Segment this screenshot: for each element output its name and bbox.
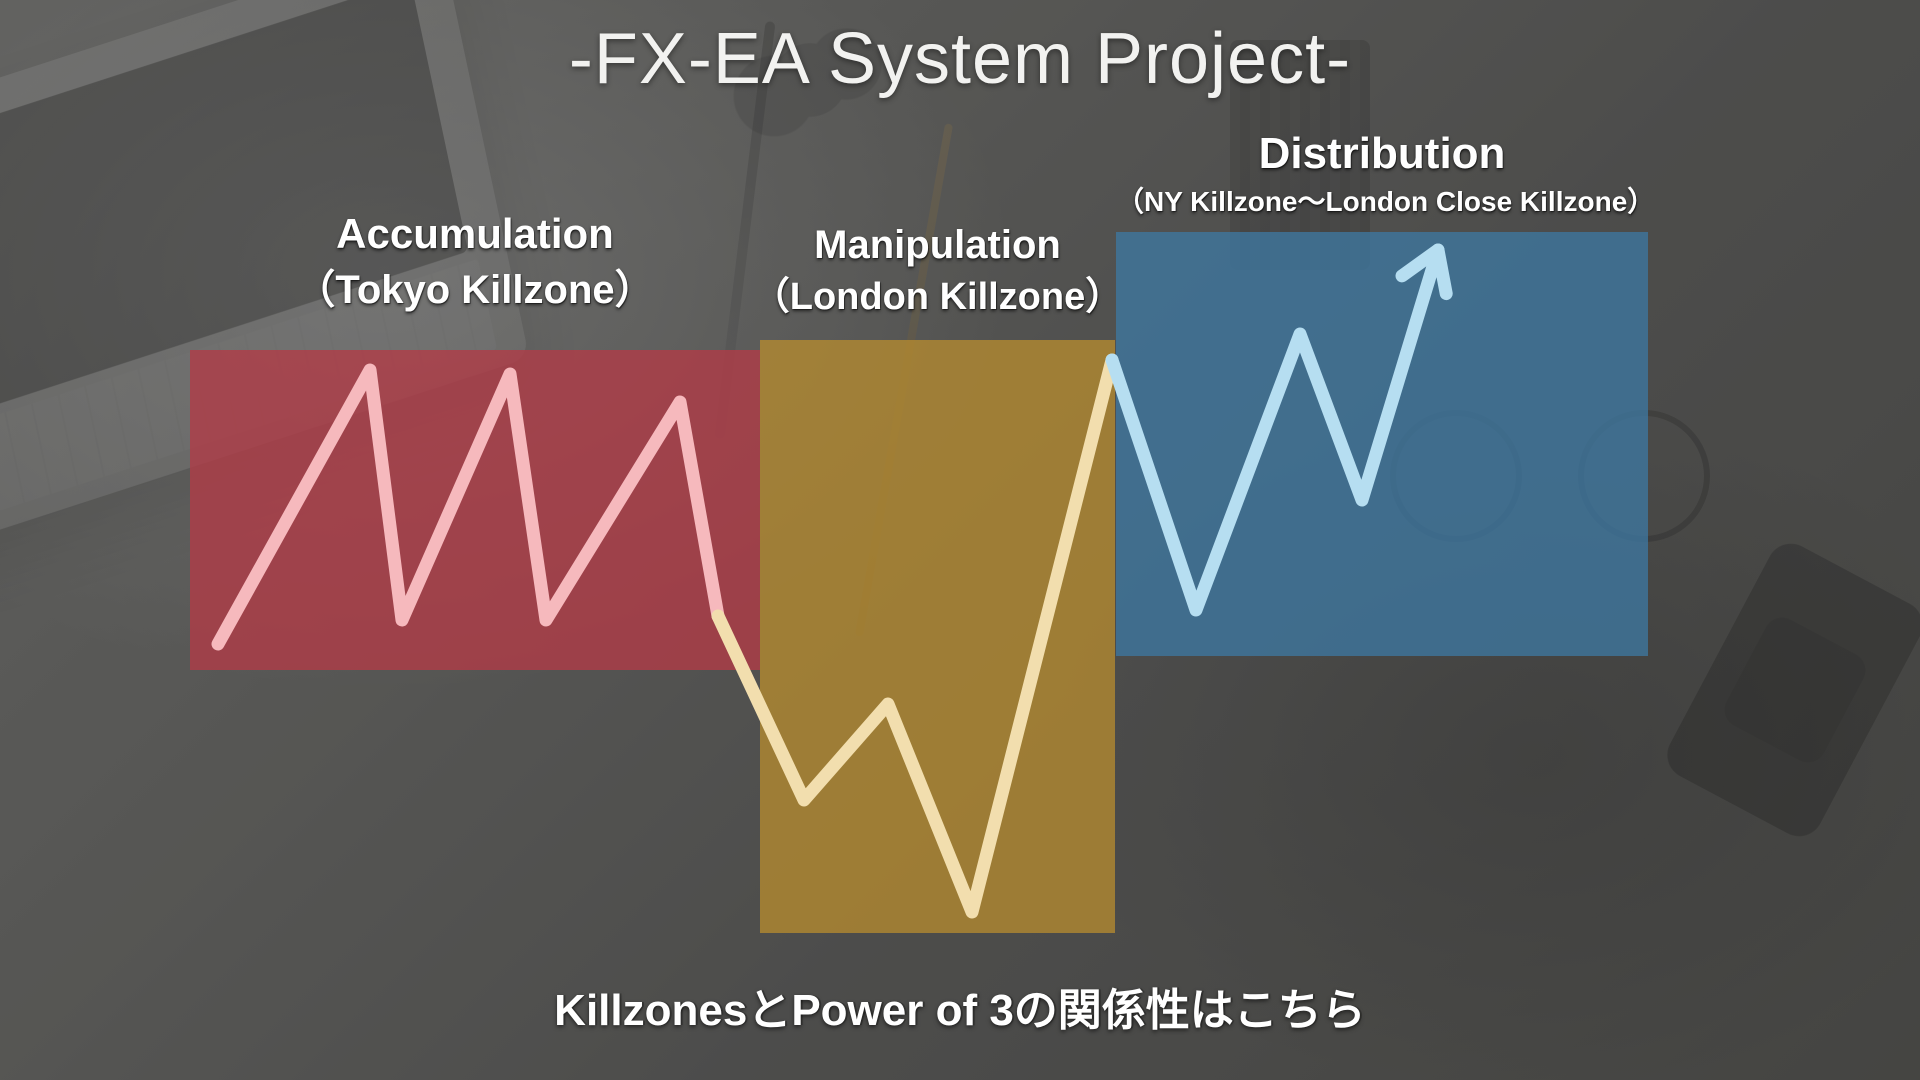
zone-distribution-box [1116, 232, 1648, 656]
zone-manipulation-label: Manipulation （London Killzone） [740, 218, 1135, 323]
zone-accumulation-label: Accumulation （Tokyo Killzone） [190, 206, 760, 317]
zone-accumulation-subtitle: （Tokyo Killzone） [190, 263, 760, 317]
bg-prop-watch [1659, 535, 1920, 844]
zone-distribution-label: Distribution （NY Killzone〜London Close K… [1116, 124, 1648, 221]
stage: -FX-EA System Project- Accumulation （Tok… [0, 0, 1920, 1080]
zone-distribution-title: Distribution [1259, 129, 1506, 178]
zone-manipulation-subtitle: （London Killzone） [740, 272, 1135, 323]
page-title: -FX-EA System Project- [0, 18, 1920, 100]
zone-manipulation-title: Manipulation [814, 223, 1061, 267]
zone-accumulation-title: Accumulation [336, 210, 614, 257]
zone-accumulation-box [190, 350, 760, 670]
zone-manipulation-box [760, 340, 1115, 933]
zone-distribution-subtitle: （NY Killzone〜London Close Killzone） [1116, 183, 1648, 221]
bottom-caption: KillzonesとPower of 3の関係性はこちら [0, 974, 1920, 1038]
